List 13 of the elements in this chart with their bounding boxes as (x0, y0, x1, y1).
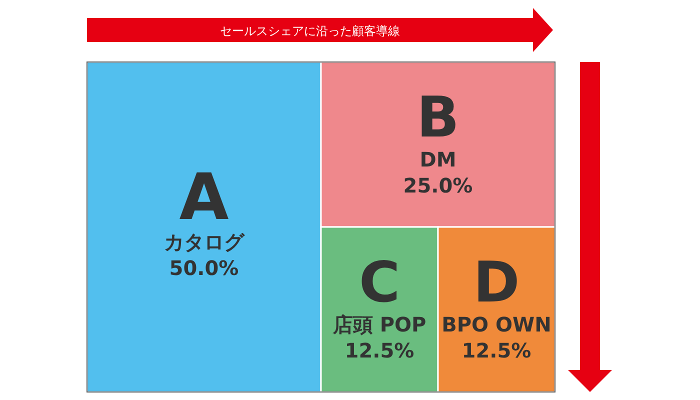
data-label: 50.0% (169, 256, 239, 280)
cell: D BPO OWN 12.5% (437, 226, 556, 393)
data-label: 25.0% (403, 174, 473, 198)
data-label: 12.5% (344, 338, 414, 362)
category-label: C (358, 250, 400, 316)
category-label: B (416, 86, 460, 150)
category-label: A (179, 161, 230, 235)
cell: A カタログ 50.0% (86, 61, 322, 393)
category-label: D (473, 250, 520, 316)
text: セールスシェアに沿った顧客導線 (220, 24, 400, 38)
data-label: 12.5% (462, 338, 532, 362)
cell: B DM 25.0% (320, 61, 556, 228)
cell: C 店頭 POP 12.5% (320, 226, 439, 393)
